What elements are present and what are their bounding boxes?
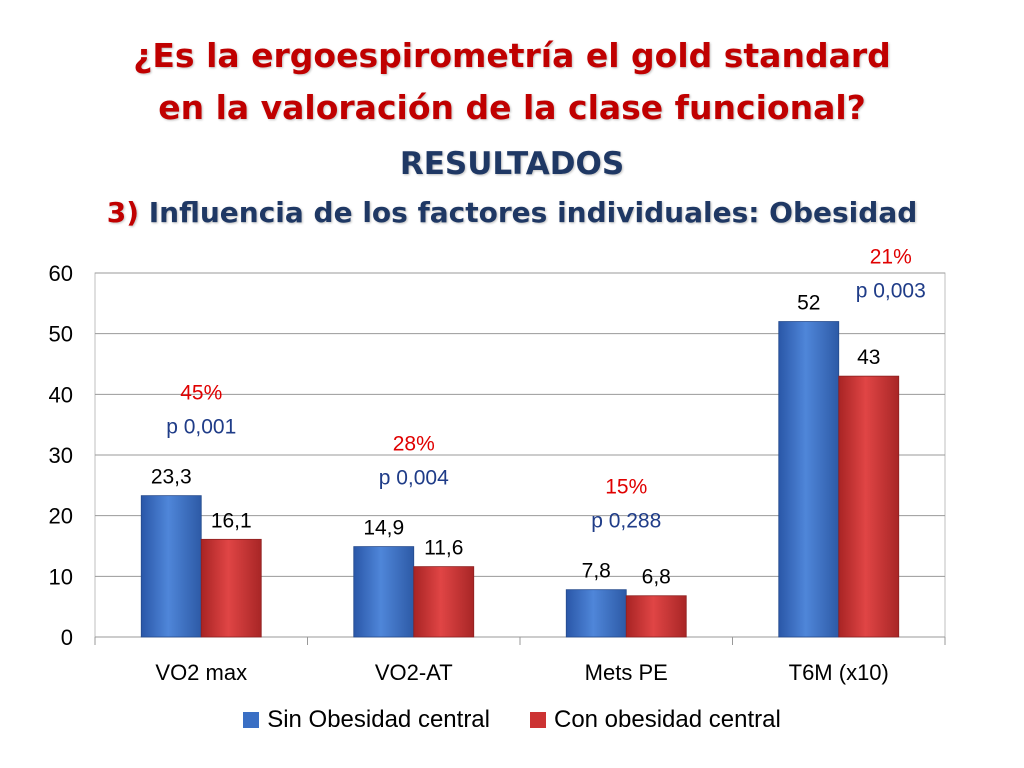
pvalue-label: p 0,288 [591,510,661,533]
data-label: 23,3 [151,466,192,489]
bar-chart: 0 10 20 30 40 50 60 VO2 max VO2-AT Mets PE T6M (x1… [49,246,946,685]
y-tick-label: 50 [49,322,73,347]
data-label: 52 [797,292,820,315]
legend-item-series1: Sin Obesidad central [243,706,490,734]
y-tick-label: 20 [49,504,73,529]
data-label: 43 [857,346,880,369]
subtitle-number: 3) [106,196,139,229]
y-tick-label: 40 [49,382,73,407]
bar-con-obesidad [200,538,262,638]
percent-label: 15% [605,476,647,499]
y-tick-label: 10 [49,564,73,589]
section-heading: RESULTADOS [399,146,625,182]
data-label: 14,9 [363,517,404,540]
chart-legend: Sin Obesidad central Con obesidad centra… [0,706,1024,734]
bar-sin-obesidad [140,495,202,638]
bar-con-obesidad [838,375,900,638]
bar-con-obesidad [625,595,687,638]
legend-label-series2: Con obesidad central [553,706,781,733]
pvalue-label: p 0,004 [379,467,449,490]
y-tick-label: 30 [49,443,73,468]
legend-item-series2: Con obesidad central [529,706,781,734]
title-line-1: ¿Es la ergoespirometría el gold standard [133,36,891,75]
x-tick-label: Mets PE [585,660,668,685]
percent-label: 21% [870,246,912,269]
bar-con-obesidad [413,566,475,638]
bar-sin-obesidad [353,546,415,638]
slide-subtitle: 3) Influencia de los factores individual… [0,196,1024,229]
bar-sin-obesidad [565,589,627,638]
data-label: 7,8 [582,560,611,583]
y-tick-label: 60 [49,261,73,286]
legend-swatch-blue [243,712,260,728]
data-label: 11,6 [424,537,463,560]
pvalue-label: p 0,003 [856,280,926,303]
title-line-2: en la valoración de la clase funcional? [158,88,866,127]
x-tick-label: VO2 max [155,660,247,685]
data-label: 16,1 [211,509,252,532]
legend-label-series1: Sin Obesidad central [267,706,490,733]
pvalue-label: p 0,001 [166,416,236,439]
y-tick-label: 0 [61,625,73,650]
bar-sin-obesidad [778,321,840,638]
x-tick-label: VO2-AT [375,660,453,685]
slide-title: ¿Es la ergoespirometría el gold standard… [0,30,1024,134]
data-label: 6,8 [642,566,671,589]
percent-label: 28% [393,433,435,456]
legend-swatch-red [529,712,546,728]
percent-label: 45% [180,382,222,405]
x-tick-label: T6M (x10) [789,660,889,685]
subtitle-text: Influencia de los factores individuales:… [148,196,918,229]
